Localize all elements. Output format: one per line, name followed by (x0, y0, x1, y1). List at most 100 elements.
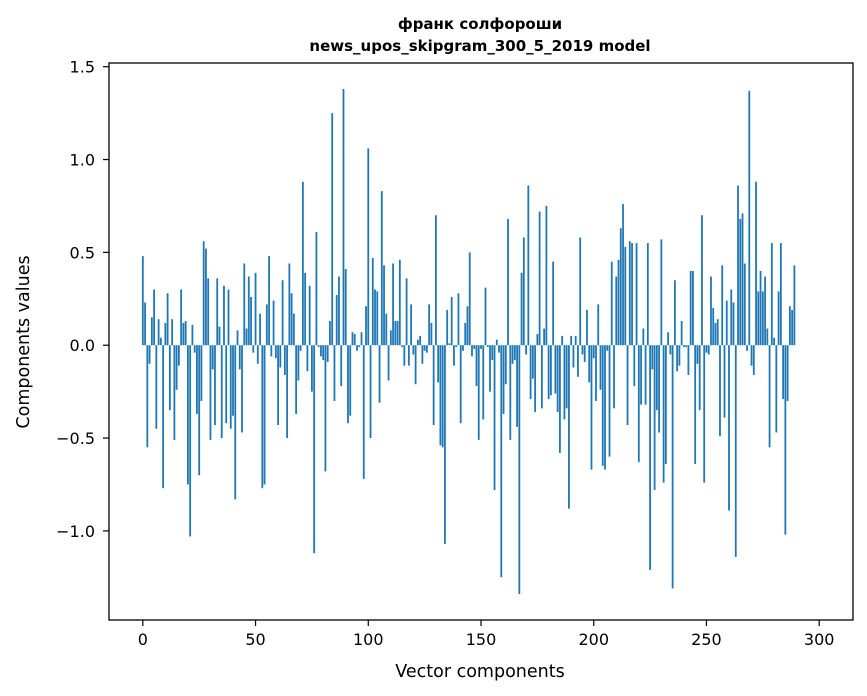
bar-component-272 (755, 181, 757, 346)
y-tick-label-3: 0.0 (70, 336, 95, 355)
bar-component-251 (707, 345, 710, 355)
bar-component-250 (705, 345, 708, 353)
bar-component-16 (177, 345, 180, 366)
bar-component-256 (719, 345, 721, 437)
bar-component-151 (482, 345, 485, 420)
bar-component-288 (791, 309, 794, 346)
bar-component-68 (295, 345, 298, 414)
bar-component-144 (466, 306, 469, 346)
bar-component-270 (750, 345, 753, 366)
bar-component-173 (531, 345, 534, 379)
y-tick-label-0: 1.5 (70, 58, 95, 77)
bar-component-159 (500, 345, 503, 578)
bar-component-108 (385, 313, 388, 346)
bar-component-36 (223, 285, 225, 346)
bar-component-106 (380, 191, 383, 346)
bar-component-172 (529, 345, 532, 400)
bar-component-208 (610, 261, 613, 346)
bar-component-59 (274, 345, 277, 359)
bar-component-217 (631, 243, 633, 346)
bar-component-252 (710, 276, 712, 346)
bar-component-100 (367, 148, 370, 346)
bar-component-162 (507, 218, 509, 346)
bar-component-89 (342, 88, 345, 346)
bar-component-186 (561, 335, 564, 346)
x-axis: 0 50 100 150 200 250 300 (138, 620, 834, 649)
bar-component-218 (633, 345, 636, 387)
bar-component-123 (419, 335, 422, 346)
bar-component-212 (619, 228, 622, 346)
bar-component-201 (595, 345, 597, 401)
bar-component-156 (493, 345, 496, 491)
bar-component-243 (689, 270, 692, 346)
bar-component-91 (347, 345, 349, 424)
bar-component-142 (462, 345, 464, 351)
bar-component-278 (768, 345, 771, 448)
bar-component-287 (788, 306, 791, 346)
bar-component-193 (577, 345, 579, 377)
bar-component-195 (581, 345, 584, 355)
bar-component-97 (360, 332, 363, 346)
bar-component-37 (225, 345, 228, 424)
bar-component-124 (421, 345, 424, 364)
bar-component-122 (416, 339, 419, 346)
bar-component-246 (696, 345, 699, 364)
bar-component-27 (202, 241, 205, 346)
bar-component-264 (737, 185, 739, 346)
bar-component-90 (344, 269, 347, 346)
bar-component-48 (250, 296, 252, 346)
bar-component-101 (369, 345, 372, 439)
bar-component-169 (522, 237, 525, 346)
bar-component-170 (525, 345, 527, 355)
bar-component-220 (637, 345, 640, 463)
bar-component-277 (766, 328, 769, 346)
bar-component-155 (491, 345, 494, 361)
bar-component-255 (716, 319, 719, 346)
bar-component-180 (547, 345, 550, 400)
bar-component-188 (565, 345, 568, 409)
bar-component-275 (761, 291, 764, 346)
bar-component-113 (396, 321, 399, 346)
bar-component-202 (597, 304, 600, 346)
bar-component-210 (615, 276, 618, 346)
bar-component-77 (315, 231, 318, 346)
bar-component-163 (509, 345, 512, 440)
bar-component-53 (261, 345, 264, 489)
bar-component-166 (516, 345, 518, 427)
bar-component-18 (182, 322, 185, 346)
bar-component-111 (392, 263, 394, 346)
bar-component-157 (495, 339, 498, 346)
bar-component-232 (664, 345, 667, 465)
bar-component-29 (207, 278, 210, 346)
bar-component-8 (159, 337, 162, 346)
bar-component-3 (148, 345, 151, 364)
bar-component-129 (432, 345, 435, 426)
bar-component-181 (549, 345, 552, 396)
bar-component-39 (229, 345, 232, 429)
bar-component-119 (410, 304, 413, 346)
bar-component-182 (552, 261, 555, 346)
bar-component-78 (317, 345, 320, 348)
bar-component-233 (667, 332, 670, 346)
x-tick-label-250: 250 (691, 630, 722, 649)
bar-component-271 (752, 345, 755, 375)
bar-component-216 (628, 241, 631, 346)
bar-component-241 (685, 345, 688, 348)
bar-component-5 (153, 289, 155, 346)
bar-component-141 (459, 345, 462, 424)
bar-component-135 (446, 309, 449, 346)
bar-component-88 (340, 345, 343, 387)
bar-component-150 (480, 345, 482, 349)
bar-component-261 (730, 289, 733, 346)
bar-component-225 (649, 345, 651, 570)
bar-component-206 (606, 345, 609, 351)
bar-component-148 (475, 345, 478, 387)
bar-component-76 (313, 345, 316, 554)
bar-component-273 (757, 291, 760, 346)
bar-component-221 (640, 345, 642, 405)
bar-component-0 (141, 256, 144, 346)
bar-component-131 (437, 345, 440, 383)
bar-component-75 (311, 345, 313, 392)
bar-component-13 (171, 319, 174, 346)
